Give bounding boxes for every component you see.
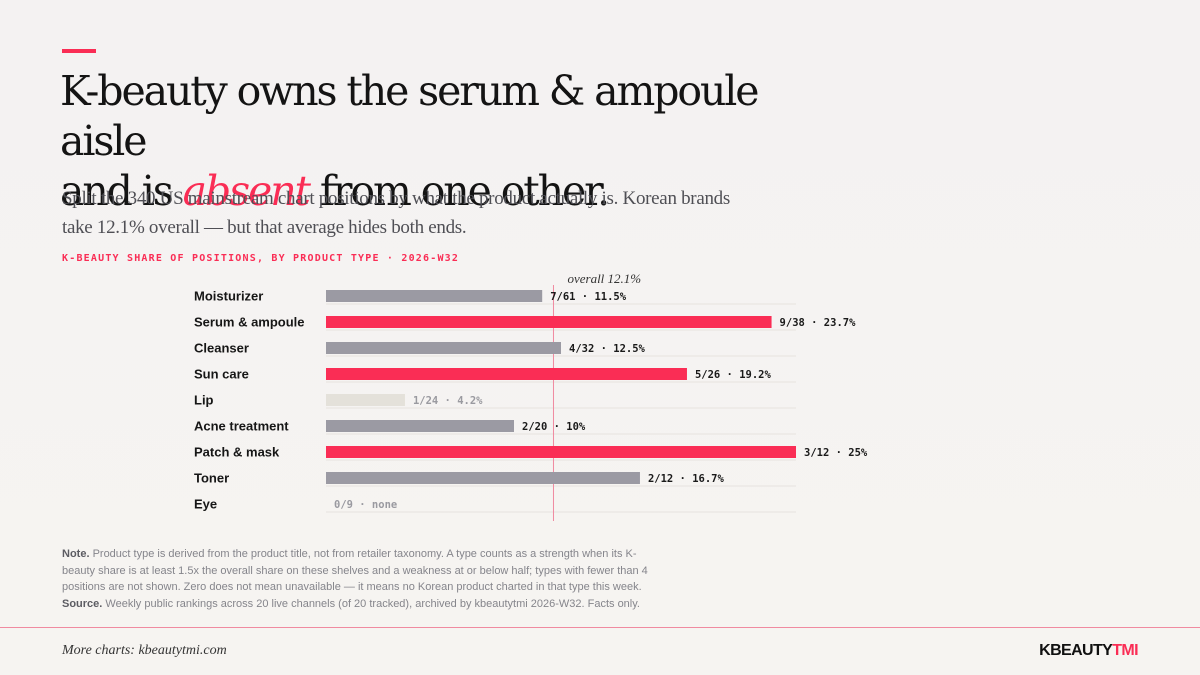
overall-reference-label: overall 12.1%: [567, 271, 641, 286]
footer-divider: [0, 627, 1200, 628]
category-label: Eye: [194, 497, 217, 512]
value-label: 2/12 · 16.7%: [648, 473, 725, 485]
headline-line-2-post: from one other.: [308, 167, 610, 215]
brand-logo-part-2: TMI: [1112, 642, 1138, 659]
value-label: 9/38 · 23.7%: [780, 317, 857, 329]
bar: [326, 316, 772, 328]
value-label: 0/9 · none: [334, 499, 397, 511]
bar: [326, 420, 514, 432]
category-label: Moisturizer: [194, 289, 263, 304]
bar: [326, 342, 561, 354]
headline: K-beauty owns the serum & ampoule aisle …: [60, 66, 820, 216]
category-label: Toner: [194, 471, 229, 486]
bar-chart: overall 12.1% Moisturizer 7/61 · 11.5% Seru…: [194, 271, 868, 521]
category-label: Sun care: [194, 367, 249, 382]
bar: [326, 368, 687, 380]
accent-bar: [62, 49, 96, 53]
bar: [326, 394, 405, 406]
value-label: 4/32 · 12.5%: [569, 343, 646, 355]
headline-line-2-pre: and is: [60, 167, 183, 215]
category-label: Patch & mask: [194, 445, 280, 460]
category-label: Cleanser: [194, 341, 249, 356]
bar: [326, 472, 640, 484]
footer-link[interactable]: More charts: kbeautytmi.com: [62, 643, 227, 658]
category-label: Acne treatment: [194, 419, 289, 434]
source-text: Weekly public rankings across 20 live ch…: [105, 597, 640, 610]
chart-note: Note. Product type is derived from the p…: [62, 546, 662, 612]
category-label: Serum & ampoule: [194, 315, 305, 330]
note-label: Note.: [62, 548, 90, 560]
note-text: Product type is derived from the product…: [62, 548, 648, 593]
bar: [326, 290, 543, 302]
value-label: 3/12 · 25%: [804, 447, 868, 459]
value-label: 5/26 · 19.2%: [695, 369, 772, 381]
value-label: 2/20 · 10%: [522, 421, 586, 433]
category-label: Lip: [194, 393, 214, 408]
source-label: Source.: [62, 597, 103, 610]
value-label: 1/24 · 4.2%: [413, 395, 483, 407]
chart-label: K-BEAUTY SHARE OF POSITIONS, BY PRODUCT …: [62, 253, 460, 264]
bar: [326, 446, 796, 458]
subtitle: Split the 340 US mainstream chart positi…: [62, 188, 730, 238]
brand-logo: KBEAUTYTMI: [1039, 642, 1138, 660]
brand-logo-part-1: KBEAUTY: [1039, 642, 1113, 659]
headline-line-1: K-beauty owns the serum & ampoule aisle: [60, 67, 760, 165]
value-label: 7/61 · 11.5%: [550, 291, 627, 303]
headline-emphasis: absent: [182, 167, 311, 215]
